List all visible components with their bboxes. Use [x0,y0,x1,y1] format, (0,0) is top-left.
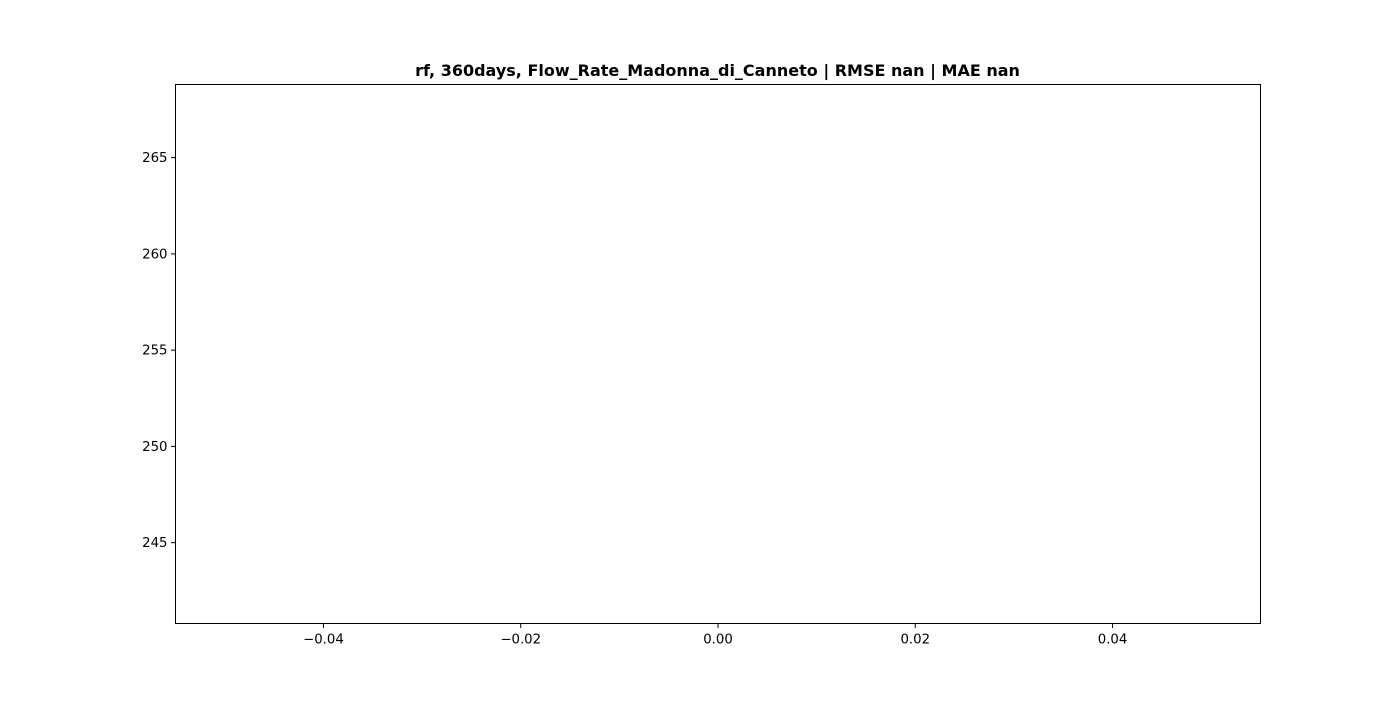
y-tick-label: 255 [142,344,167,359]
chart-title: rf, 360days, Flow_Rate_Madonna_di_Cannet… [415,61,1020,81]
x-tick-label: −0.04 [303,633,344,648]
x-tick-label: 0.04 [1098,633,1128,648]
x-tick-label: −0.02 [500,633,541,648]
y-axis: 245 250 255 260 265 [142,151,176,551]
plot-area [175,84,1261,624]
y-tick-label: 260 [142,247,167,262]
y-tick-label: 265 [142,151,167,166]
y-tick-label: 245 [142,536,167,551]
x-tick-label: 0.00 [703,633,733,648]
x-axis: −0.04 −0.02 0.00 0.02 0.04 [303,623,1128,648]
x-tick-label: 0.02 [900,633,930,648]
y-tick-label: 250 [142,440,167,455]
